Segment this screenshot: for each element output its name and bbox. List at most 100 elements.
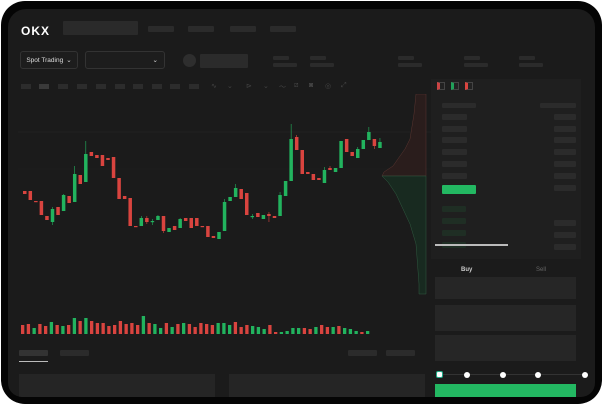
settings-icon[interactable]: ◎ [325, 83, 332, 90]
orderbook-header [442, 103, 476, 108]
volume-bar [291, 328, 295, 334]
candle [95, 155, 99, 158]
slider-stop-75[interactable] [535, 372, 541, 378]
ruler-icon[interactable]: ⧄ [294, 82, 299, 89]
volume-bar [348, 329, 353, 334]
slider-stop-25[interactable] [464, 372, 470, 378]
volume-bar [78, 321, 82, 334]
volume-bar [49, 322, 54, 334]
interval-button[interactable] [77, 84, 87, 89]
fullscreen-icon[interactable]: ⤢ [341, 82, 347, 89]
orderbook-both-icon[interactable] [437, 82, 445, 90]
market-selector[interactable]: Spot Trading ⌄ [20, 51, 78, 69]
nav-item[interactable] [188, 26, 214, 32]
slider-handle[interactable] [436, 371, 443, 378]
candle [89, 152, 94, 156]
bid-amount [554, 244, 576, 250]
chevron-down-icon[interactable]: ⌄ [227, 83, 233, 90]
volume-bar [101, 323, 105, 334]
tab-open-orders[interactable] [19, 350, 48, 356]
line-icon[interactable]: 〜 [279, 84, 286, 91]
candle [156, 216, 160, 220]
volume-bar [262, 329, 266, 334]
orderbook-buy-icon[interactable] [451, 82, 459, 90]
price-input[interactable] [435, 277, 576, 299]
interval-button[interactable] [21, 84, 31, 89]
tab-underline [19, 361, 48, 362]
volume-bar [360, 332, 364, 334]
interval-button[interactable] [39, 84, 49, 89]
candle [28, 191, 33, 200]
candle [367, 132, 371, 140]
candle [311, 174, 316, 180]
trading-screen: OKX Spot Trading ⌄ ⌄ ∿ ⌄ ⊳ ⌄ 〜 ⧄ ◙ ◎ ⤢ [8, 9, 595, 397]
candle [189, 218, 193, 228]
volume-bar [107, 326, 111, 334]
tab-history[interactable] [60, 350, 89, 356]
slider-stop-100[interactable] [582, 372, 588, 378]
pair-selector[interactable]: ⌄ [85, 51, 165, 69]
volume-bar [130, 323, 134, 334]
candle [100, 155, 105, 166]
candlestick-chart[interactable] [8, 94, 433, 339]
ask-price [442, 126, 467, 132]
total-input[interactable] [435, 335, 576, 361]
candle [222, 202, 227, 231]
interval-button[interactable] [133, 84, 143, 89]
interval-button[interactable] [170, 84, 180, 89]
orderbook-sell-icon[interactable] [465, 82, 473, 90]
volume-bar [228, 325, 232, 334]
candle [339, 141, 343, 168]
camera-icon[interactable]: ◙ [309, 82, 314, 89]
interval-button[interactable] [58, 84, 68, 89]
volume-bar [297, 328, 301, 334]
candle [217, 232, 221, 239]
tab-buy[interactable]: Buy [461, 267, 473, 273]
candle [111, 157, 116, 178]
candle [378, 142, 382, 148]
candle [245, 193, 249, 215]
chevron-down-icon: ⌄ [66, 57, 72, 64]
candle [206, 226, 210, 237]
buy-button[interactable] [435, 384, 576, 397]
filter-button[interactable] [386, 350, 415, 356]
candle [106, 158, 110, 160]
candle [250, 216, 255, 218]
slider-stop-50[interactable] [500, 372, 506, 378]
candle [344, 139, 349, 152]
orders-panel [19, 374, 215, 397]
amount-input[interactable] [435, 305, 576, 331]
interval-button[interactable] [152, 84, 162, 89]
draw-tool-icon[interactable]: ⊳ [246, 83, 252, 90]
candle [45, 216, 49, 220]
ask-amount [554, 126, 576, 132]
search-bar[interactable] [63, 21, 138, 35]
interval-button[interactable] [96, 84, 106, 89]
tab-indicator [435, 244, 508, 246]
nav-item[interactable] [148, 26, 174, 32]
nav-item[interactable] [270, 26, 296, 32]
tab-sell[interactable]: Sell [536, 267, 547, 273]
ask-amount [554, 173, 576, 179]
amount-slider[interactable] [439, 374, 587, 375]
candle [333, 168, 338, 172]
candle [256, 213, 260, 217]
volume-bar [268, 325, 272, 334]
volume-bar [153, 324, 157, 334]
volume-bar [90, 321, 94, 334]
volume-bar [302, 328, 307, 334]
volume-bar [113, 325, 117, 334]
interval-button[interactable] [189, 84, 199, 89]
nav-item[interactable] [230, 26, 256, 32]
filter-button[interactable] [348, 350, 377, 356]
volume-bar [245, 325, 249, 334]
indicator-icon[interactable]: ∿ [211, 83, 217, 90]
candle [39, 201, 44, 215]
candle [272, 216, 277, 218]
candle [67, 196, 71, 203]
chevron-down-icon: ⌄ [152, 57, 158, 64]
chevron-down-icon[interactable]: ⌄ [263, 83, 269, 90]
interval-button[interactable] [115, 84, 125, 89]
ask-price [442, 137, 467, 143]
